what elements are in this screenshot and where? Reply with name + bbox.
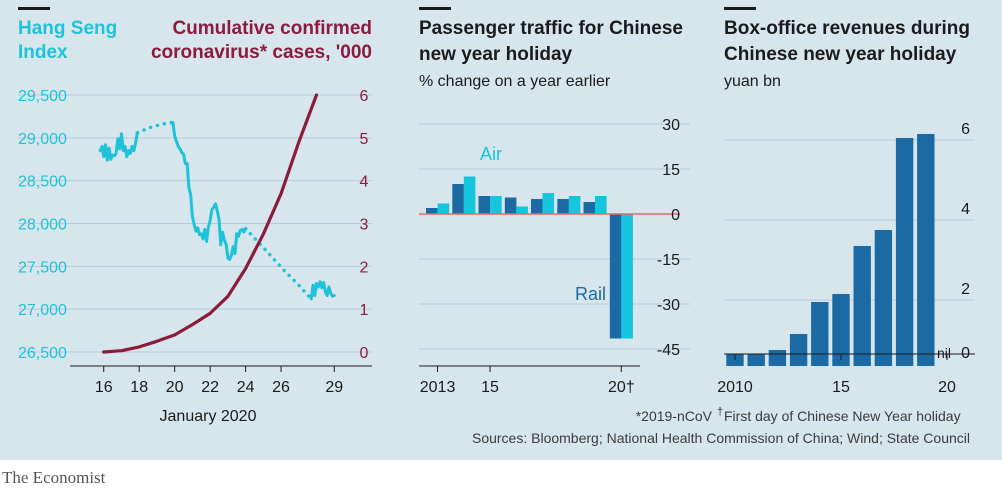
bar-air-2014: [463, 176, 476, 214]
y-right-tick-4: 4: [360, 174, 369, 191]
bar-air-2020: [621, 214, 633, 339]
y-left-tick-28-500: 28,500: [18, 174, 67, 191]
bar-rail-2018: [557, 199, 569, 214]
y-right-tick-2: 2: [360, 259, 369, 276]
y-left-tick-29-500: 29,500: [18, 88, 67, 105]
box-y-tick-4: 4: [961, 201, 970, 218]
hang-seng-title-line-1: Hang Seng: [18, 18, 117, 39]
bar-air-2017: [542, 193, 555, 214]
y-right-tick-0: 0: [360, 345, 369, 362]
box-bar-2012: [768, 350, 787, 366]
x-tick-26: 26: [272, 379, 290, 396]
panel-hang-seng: Hang Seng Index Cumulative confirmed cor…: [18, 7, 372, 425]
traffic-y-tick-45: -45: [657, 342, 680, 359]
bar-rail-2019: [583, 202, 596, 214]
box-bar-2013: [789, 334, 808, 366]
bar-air-2013: [437, 203, 450, 214]
traffic-x-tick-2013: 2013: [420, 379, 456, 396]
traffic-x-tick-20: 20†: [608, 379, 635, 396]
box-y-tick-2: 2: [961, 281, 970, 298]
traffic-title-line-1: Passenger traffic for Chinese: [419, 18, 683, 39]
y-left-tick-26-500: 26,500: [18, 345, 67, 362]
box-bar-2017: [874, 230, 893, 366]
bar-rail-2015: [478, 196, 491, 214]
y-left-tick-28-000: 28,000: [18, 217, 67, 234]
rail-series-label: Rail: [575, 284, 606, 304]
box-x-tick-15: 15: [832, 379, 850, 396]
traffic-y-tick-30: -30: [657, 297, 680, 314]
x-axis-label-january: January 2020: [160, 408, 257, 425]
bar-air-2019: [595, 196, 607, 214]
box-office-title-line-2: Chinese new year holiday: [724, 44, 957, 65]
footnote-sources: Sources: Bloomberg; National Health Comm…: [472, 430, 970, 446]
traffic-title-line-2: new year holiday: [419, 44, 573, 65]
y-left-tick-27-500: 27,500: [18, 259, 67, 276]
x-tick-16: 16: [95, 379, 113, 396]
economist-logo: The Economist: [2, 468, 106, 487]
bar-air-2015: [490, 196, 502, 214]
x-tick-29: 29: [325, 379, 343, 396]
footnote-holiday: First day of Chinese New Year holiday: [724, 408, 961, 424]
y-right-tick-3: 3: [360, 217, 369, 234]
bar-rail-2016: [504, 197, 517, 214]
traffic-x-tick-15: 15: [481, 379, 499, 396]
panel-box-office: Box-office revenues during Chinese new y…: [717, 7, 975, 396]
y-right-tick-1: 1: [360, 302, 369, 319]
box-bar-2014: [811, 302, 829, 366]
y-left-tick-29-000: 29,000: [18, 131, 67, 148]
bar-rail-2013: [426, 208, 438, 214]
bar-air-2018: [568, 196, 581, 214]
x-tick-20: 20: [166, 379, 184, 396]
traffic-subtitle: % change on a year earlier: [419, 73, 611, 90]
traffic-y-tick-0: 0: [671, 207, 680, 224]
x-tick-24: 24: [237, 379, 255, 396]
footnote-virus: *2019-nCoV: [636, 408, 713, 424]
footnote-dagger: †: [717, 406, 723, 418]
series-hang-seng-index-holiday-gap-2: [243, 226, 313, 301]
traffic-y-tick-15: -15: [657, 252, 680, 269]
figure-background: [0, 0, 1002, 460]
box-x-tick-2010: 2010: [717, 379, 753, 396]
panel-2-top-marker: [419, 7, 451, 10]
box-bar-2018: [895, 138, 914, 366]
bar-rail-2014: [452, 184, 464, 214]
bar-rail-2020: [609, 214, 622, 339]
panel-3-top-marker: [724, 7, 756, 10]
hang-seng-title-line-2: Index: [18, 42, 68, 63]
cases-title-line-2: coronavirus* cases, '000: [151, 42, 372, 63]
series-hang-seng-index-after-gap: [171, 120, 248, 261]
bar-air-2016: [516, 206, 528, 214]
cases-title-line-1: Cumulative confirmed: [172, 18, 372, 39]
box-office-title-line-1: Box-office revenues during: [724, 18, 970, 39]
y-right-tick-5: 5: [360, 131, 369, 148]
box-bar-2015: [832, 294, 850, 366]
panel-passenger-traffic: Passenger traffic for Chinese new year h…: [419, 7, 690, 396]
y-left-tick-27-000: 27,000: [18, 302, 67, 319]
traffic-y-tick-30: 30: [662, 117, 680, 134]
series-hang-seng-index: [98, 131, 139, 162]
x-tick-18: 18: [130, 379, 148, 396]
air-series-label: Air: [480, 144, 502, 164]
series-hang-seng-index-holiday-gap: [135, 120, 175, 135]
x-tick-22: 22: [201, 379, 219, 396]
y-right-tick-6: 6: [360, 88, 369, 105]
box-bar-2011: [747, 354, 765, 366]
box-y-tick-0: 0: [961, 345, 970, 362]
box-bar-2019: [917, 134, 935, 366]
traffic-y-tick-15: 15: [662, 162, 680, 179]
panel-1-top-marker: [18, 7, 50, 10]
box-office-subtitle: yuan bn: [724, 73, 781, 90]
series-cumulative-confirmed-coronavirus-cases-000: [102, 93, 319, 354]
nil-annotation: nil: [937, 345, 951, 361]
box-x-tick-20: 20: [938, 379, 956, 396]
box-y-tick-6: 6: [961, 121, 970, 138]
series-hang-seng-index-end: [309, 280, 336, 301]
bar-rail-2017: [531, 199, 543, 214]
box-bar-2016: [853, 246, 871, 366]
